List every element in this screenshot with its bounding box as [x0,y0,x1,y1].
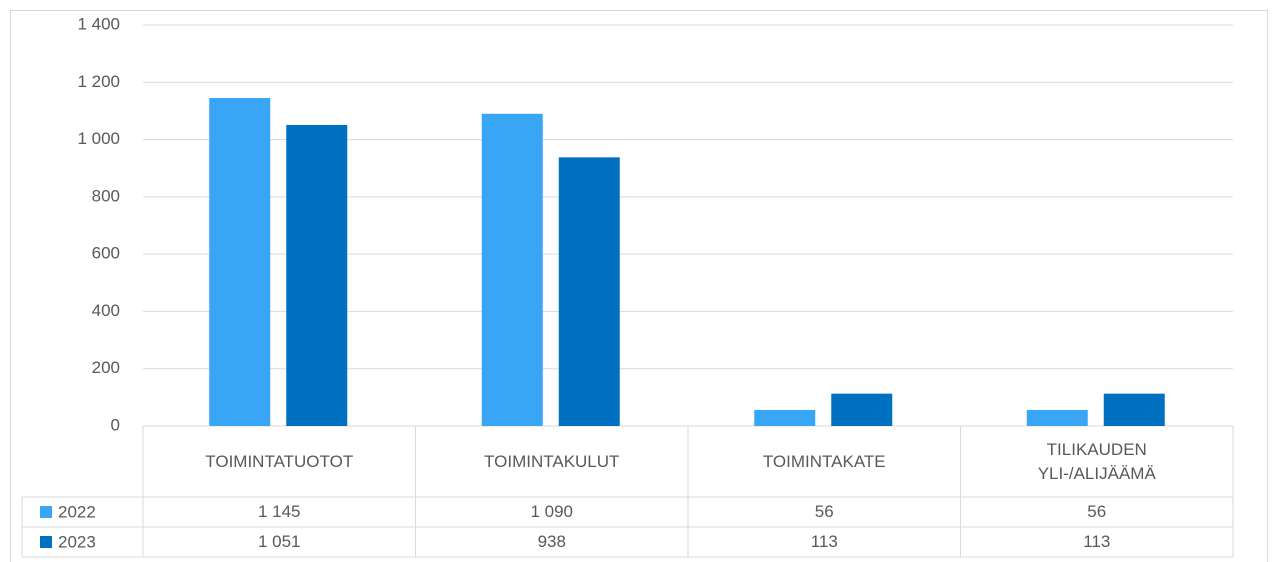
bar [286,124,348,427]
chart-border [10,10,1268,562]
category-label: TOIMINTAKULUT [416,426,689,497]
category-label: TOIMINTAKATE [688,426,961,497]
bar [209,98,271,427]
y-tick-label: 1 000 [77,129,120,148]
y-tick-label: 0 [111,415,120,434]
bar [831,393,893,426]
legend-key [40,536,52,548]
bar [481,113,543,427]
legend-key [40,506,52,518]
category-label-text: TOIMINTAKULUT [484,451,620,471]
legend-label: 2023 [58,532,96,551]
table-value-text: 56 [1087,502,1107,521]
table-value: 938 [416,527,689,557]
table-value-text: 113 [1083,532,1111,551]
table-value: 56 [961,497,1234,527]
legend-label: 2022 [58,502,96,521]
table-value: 1 145 [143,497,416,527]
category-label-text: TILIKAUDEN YLI-/ALIJÄÄMÄ [1037,439,1156,483]
bar [1103,393,1165,426]
table-value: 56 [688,497,961,527]
y-tick-label: 1 200 [77,72,120,91]
category-label: TILIKAUDEN YLI-/ALIJÄÄMÄ [961,426,1234,497]
table-value-text: 56 [814,502,834,521]
category-label-text: TOIMINTATUOTOT [205,451,354,471]
category-label: TOIMINTATUOTOT [143,426,416,497]
table-value-text: 1 051 [257,532,301,551]
category-label-text: TOIMINTAKATE [762,451,886,471]
y-tick-label: 600 [92,244,120,263]
y-tick-label: 800 [92,186,120,205]
bar [558,157,620,426]
y-tick-label: 400 [92,301,120,320]
bar [1026,409,1088,426]
table-value-text: 113 [810,532,838,551]
y-tick-label: 200 [92,358,120,377]
table-value-text: 1 090 [530,502,574,521]
table-value: 113 [961,527,1234,557]
y-tick-label: 1 400 [77,14,120,33]
bar [754,409,816,426]
table-value-text: 938 [537,532,566,551]
table-value: 113 [688,527,961,557]
table-value-text: 1 145 [257,502,301,521]
table-value: 1 090 [416,497,689,527]
table-value: 1 051 [143,527,416,557]
